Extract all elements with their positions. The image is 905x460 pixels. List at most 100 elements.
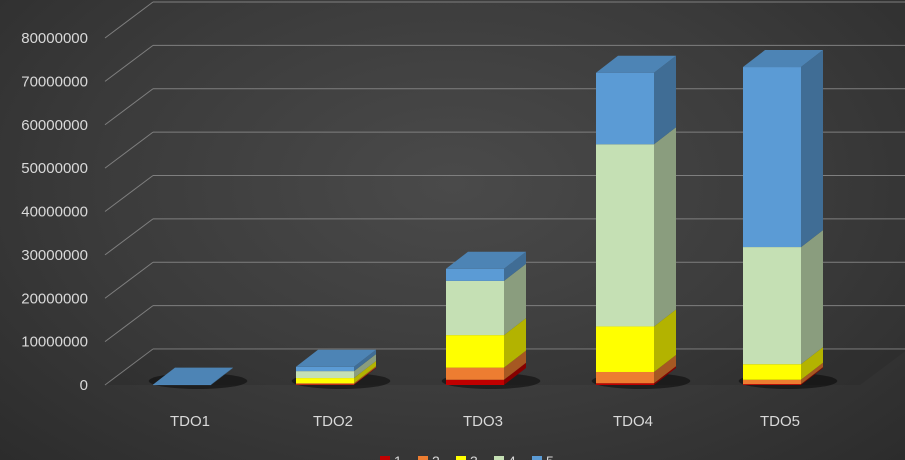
bar-segment (446, 318, 526, 368)
bar-segment-front (596, 72, 654, 145)
bar-segment-side (801, 367, 823, 385)
bar-segment-side (354, 361, 376, 384)
legend-label: 3 (470, 453, 478, 460)
bar-segment-front (446, 280, 504, 336)
bar-segment (743, 347, 823, 380)
bar-segment-side (801, 50, 823, 248)
y-tick-label: 40000000 (21, 204, 88, 221)
y-tick-label: 70000000 (21, 73, 88, 90)
legend: 1 2 3 4 5 (380, 453, 554, 460)
gridline-depth (104, 261, 154, 299)
bar-segment (596, 366, 676, 385)
bar-segment (296, 361, 376, 384)
bar-segment-front (296, 371, 354, 379)
bar-segment (743, 362, 823, 385)
bar-segment (296, 349, 376, 372)
legend-swatch (532, 456, 542, 460)
bar-segment-side (504, 263, 526, 336)
bar-segment-front (296, 366, 354, 372)
bar-segment-side (504, 318, 526, 368)
bar-top (743, 50, 823, 68)
bar-segment (446, 362, 526, 385)
bar-segment-side (654, 354, 676, 384)
x-tick-label: TDO2 (313, 413, 353, 430)
legend-label: 5 (546, 453, 554, 460)
bar-segment-side (504, 362, 526, 385)
x-tick-label: TDO5 (760, 413, 800, 430)
bar-segment-front (743, 364, 801, 380)
bar-segment (446, 350, 526, 380)
bar-segment-front (296, 383, 354, 385)
bar-segment-side (354, 354, 376, 379)
x-tick-label: TDO4 (613, 413, 653, 430)
bar-segment-front (743, 247, 801, 365)
bar-segment-front (296, 384, 354, 385)
bars (148, 50, 838, 389)
bar-segment-side (354, 366, 376, 385)
gridline-depth (104, 218, 154, 256)
bar-segment-front (596, 371, 654, 384)
x-axis: TDO1 TDO2 TDO3 TDO4 TDO5 (170, 413, 800, 430)
bar-segment (296, 354, 376, 379)
bar-segment (296, 366, 376, 385)
legend-label: 1 (394, 453, 402, 460)
bar-segment-side (504, 251, 526, 281)
bar-segment (596, 309, 676, 372)
bar-segment-side (801, 347, 823, 380)
gridline-depth (104, 348, 154, 386)
bar-top (596, 55, 676, 73)
bar-segment-side (801, 362, 823, 385)
bar-segment-front (596, 383, 654, 385)
bar-segment (596, 55, 676, 145)
bar-segment-front (446, 335, 504, 368)
y-tick-label: 50000000 (21, 160, 88, 177)
bar-segment (446, 263, 526, 336)
bar-segment-side (654, 309, 676, 372)
bar-segment (743, 367, 823, 385)
bar-segment-side (654, 55, 676, 145)
y-tick-label: 80000000 (21, 30, 88, 47)
y-tick-label: 30000000 (21, 247, 88, 264)
bar-segment (446, 251, 526, 281)
bar-segment-front (446, 379, 504, 385)
gridline-depth (104, 1, 154, 39)
bar-segment (743, 230, 823, 365)
bar-segment-front (296, 378, 354, 384)
bar-top (446, 251, 526, 269)
legend-swatch (418, 456, 428, 460)
bar-segment-side (354, 349, 376, 372)
y-tick-label: 60000000 (21, 117, 88, 134)
bar-segment-side (354, 367, 376, 385)
gridline-depth (104, 44, 154, 82)
y-tick-label: 0 (80, 377, 88, 394)
bar-segment-front (596, 326, 654, 372)
legend-swatch (456, 456, 466, 460)
bar-segment-front (153, 384, 211, 386)
gridline-depth (104, 88, 154, 126)
legend-label: 4 (508, 453, 516, 460)
gridline-depth (104, 175, 154, 212)
bar-segment-side (801, 230, 823, 365)
gridline-depth (104, 131, 154, 169)
bar-segment-front (446, 367, 504, 380)
bar-segment (596, 127, 676, 327)
y-tick-label: 10000000 (21, 334, 88, 351)
y-axis: 0 10000000 20000000 30000000 40000000 5000000… (21, 30, 88, 394)
gridline-depth (104, 305, 154, 343)
legend-label: 2 (432, 453, 440, 460)
bar-segment-front (743, 67, 801, 248)
bar-segment (596, 354, 676, 384)
bar-segment (296, 367, 376, 385)
bar-segment-front (743, 379, 801, 385)
bar-top (153, 367, 233, 385)
bar-segment-front (596, 144, 654, 327)
y-tick-label: 20000000 (21, 290, 88, 307)
bar-segment-side (504, 350, 526, 380)
bar-segment-side (654, 127, 676, 327)
bar-segment-side (211, 367, 233, 385)
legend-swatch (494, 456, 504, 460)
bar-segment-front (743, 384, 801, 385)
bar-segment (153, 367, 233, 386)
x-tick-label: TDO1 (170, 413, 210, 430)
